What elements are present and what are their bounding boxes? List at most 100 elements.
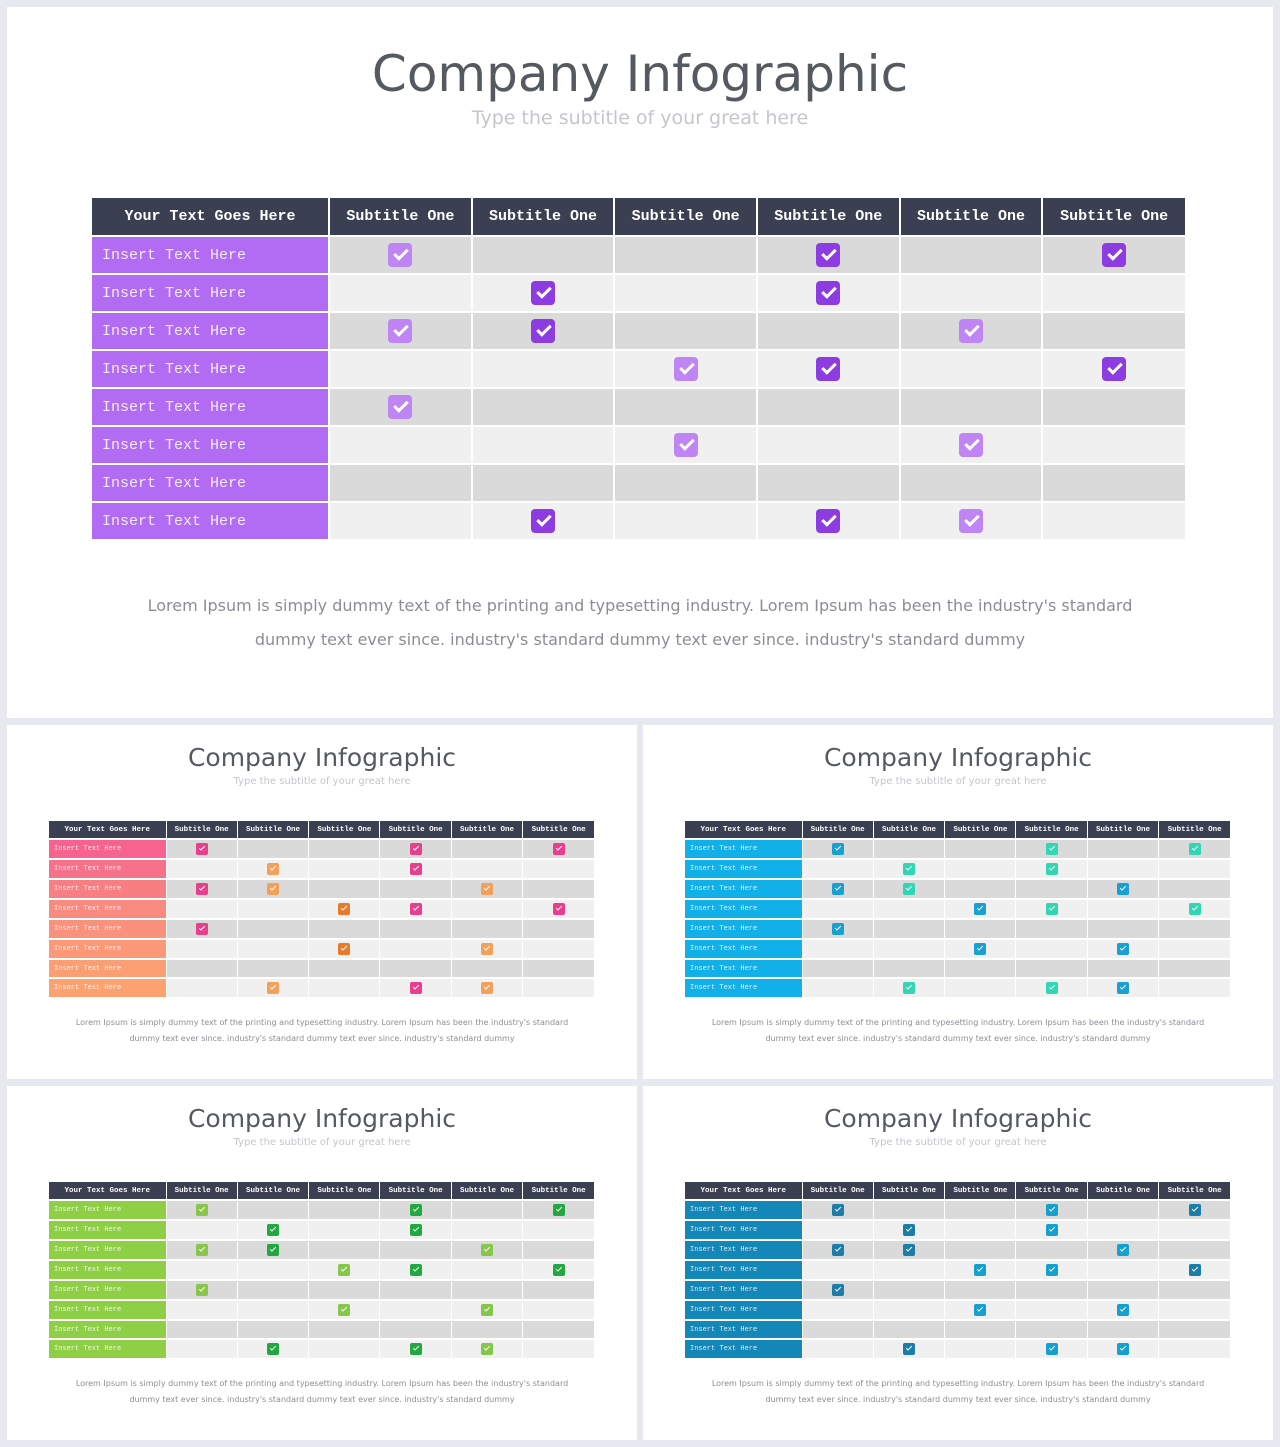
checkbox-checked-icon[interactable]: [195, 1283, 208, 1296]
checkbox-checked-icon[interactable]: [974, 1263, 987, 1276]
checkbox-checked-icon[interactable]: [1045, 981, 1058, 994]
checkbox-checked-icon[interactable]: [831, 1203, 844, 1216]
checkbox-checked-icon[interactable]: [195, 1203, 208, 1216]
checkbox-checked-icon[interactable]: [831, 842, 844, 855]
checkbox-checked-icon[interactable]: [1102, 357, 1127, 381]
checkbox-checked-icon[interactable]: [1116, 942, 1129, 955]
checkbox-checked-icon[interactable]: [388, 243, 413, 267]
table-cell: [873, 977, 946, 997]
checkbox-checked-icon[interactable]: [195, 842, 208, 855]
checkbox-checked-icon[interactable]: [480, 1303, 493, 1316]
checkbox-checked-icon[interactable]: [1188, 902, 1201, 915]
checkbox-checked-icon[interactable]: [831, 922, 844, 935]
checkbox-checked-icon[interactable]: [530, 509, 555, 533]
checkbox-checked-icon[interactable]: [1045, 1263, 1058, 1276]
checkbox-checked-icon[interactable]: [552, 1263, 565, 1276]
checkbox-checked-icon[interactable]: [831, 1243, 844, 1256]
checkbox-checked-icon[interactable]: [1116, 1243, 1129, 1256]
checkbox-checked-icon[interactable]: [409, 862, 422, 875]
row-label: Insert Text Here: [49, 858, 167, 879]
checkbox-checked-icon[interactable]: [1188, 1203, 1201, 1216]
checkbox-checked-icon[interactable]: [958, 433, 983, 457]
checkbox-checked-icon[interactable]: [266, 882, 279, 895]
checkbox-checked-icon[interactable]: [1102, 243, 1127, 267]
checkbox-checked-icon[interactable]: [266, 1243, 279, 1256]
checkbox-checked-icon[interactable]: [552, 842, 565, 855]
checkbox-checked-icon[interactable]: [338, 1263, 351, 1276]
checkbox-checked-icon[interactable]: [831, 882, 844, 895]
checkbox-checked-icon[interactable]: [409, 981, 422, 994]
checkbox-checked-icon[interactable]: [409, 1263, 422, 1276]
checkbox-checked-icon[interactable]: [1116, 882, 1129, 895]
checkbox-checked-icon[interactable]: [1045, 842, 1058, 855]
table-cell: [1042, 235, 1185, 274]
checkbox-checked-icon[interactable]: [195, 1243, 208, 1256]
checkbox-checked-icon[interactable]: [388, 395, 413, 419]
checkbox-checked-icon[interactable]: [1188, 842, 1201, 855]
checkbox-checked-icon[interactable]: [902, 1223, 915, 1236]
checkbox-checked-icon[interactable]: [1045, 1203, 1058, 1216]
checkbox-checked-icon[interactable]: [1045, 1342, 1058, 1355]
checkbox-checked-icon[interactable]: [480, 1342, 493, 1355]
checkbox-checked-icon[interactable]: [902, 862, 915, 875]
checkbox-checked-icon[interactable]: [1188, 1263, 1201, 1276]
checkbox-checked-icon[interactable]: [816, 281, 841, 305]
checkbox-checked-icon[interactable]: [673, 433, 698, 457]
checkbox-checked-icon[interactable]: [480, 882, 493, 895]
checkbox-checked-icon[interactable]: [266, 862, 279, 875]
row-label: Insert Text Here: [685, 1259, 803, 1280]
slide-main[interactable]: Company Infographic Type the subtitle of …: [7, 7, 1273, 718]
checkbox-checked-icon[interactable]: [1116, 1342, 1129, 1355]
row-label: Insert Text Here: [685, 1239, 803, 1260]
checkbox-checked-icon[interactable]: [673, 357, 698, 381]
checkbox-checked-icon[interactable]: [530, 281, 555, 305]
checkbox-checked-icon[interactable]: [409, 1342, 422, 1355]
checkbox-checked-icon[interactable]: [958, 509, 983, 533]
checkbox-checked-icon[interactable]: [1116, 1303, 1129, 1316]
slide-thumbnail-teal[interactable]: Company Infographic Type the subtitle of …: [643, 1086, 1273, 1440]
slide-thumbnail-cyan[interactable]: Company Infographic Type the subtitle of …: [643, 725, 1273, 1079]
checkbox-checked-icon[interactable]: [195, 882, 208, 895]
checkbox-checked-icon[interactable]: [338, 942, 351, 955]
checkbox-checked-icon[interactable]: [338, 902, 351, 915]
checkbox-checked-icon[interactable]: [902, 1243, 915, 1256]
checkbox-checked-icon[interactable]: [266, 981, 279, 994]
checkbox-checked-icon[interactable]: [974, 902, 987, 915]
checkbox-checked-icon[interactable]: [958, 319, 983, 343]
checkbox-checked-icon[interactable]: [480, 981, 493, 994]
checkbox-checked-icon[interactable]: [409, 1203, 422, 1216]
checkbox-checked-icon[interactable]: [816, 509, 841, 533]
checkbox-checked-icon[interactable]: [1116, 981, 1129, 994]
checkbox-checked-icon[interactable]: [552, 1203, 565, 1216]
checkbox-checked-icon[interactable]: [902, 882, 915, 895]
checkbox-checked-icon[interactable]: [409, 1223, 422, 1236]
checkbox-checked-icon[interactable]: [1045, 862, 1058, 875]
checkbox-checked-icon[interactable]: [388, 319, 413, 343]
slide-thumbnail-green[interactable]: Company Infographic Type the subtitle of …: [7, 1086, 637, 1440]
checkbox-checked-icon[interactable]: [1045, 902, 1058, 915]
checkbox-checked-icon[interactable]: [816, 357, 841, 381]
checkbox-checked-icon[interactable]: [480, 1243, 493, 1256]
checkbox-checked-icon[interactable]: [902, 1342, 915, 1355]
checkbox-checked-icon[interactable]: [974, 1303, 987, 1316]
checkbox-checked-icon[interactable]: [409, 842, 422, 855]
checkbox-checked-icon[interactable]: [816, 243, 841, 267]
checkbox-checked-icon[interactable]: [338, 1303, 351, 1316]
checkbox-checked-icon[interactable]: [552, 902, 565, 915]
table-cell: [802, 1279, 874, 1300]
table-cell: [873, 1259, 946, 1280]
slide-thumbnail-pink[interactable]: Company Infographic Type the subtitle of …: [7, 725, 637, 1079]
table-cell: [471, 349, 616, 388]
checkbox-checked-icon[interactable]: [831, 1283, 844, 1296]
checkbox-checked-icon[interactable]: [480, 942, 493, 955]
checkbox-checked-icon[interactable]: [902, 981, 915, 994]
checkbox-checked-icon[interactable]: [266, 1223, 279, 1236]
table-row: Insert Text Here: [92, 425, 1185, 464]
checkbox-checked-icon[interactable]: [530, 319, 555, 343]
checkbox-checked-icon[interactable]: [195, 922, 208, 935]
checkbox-checked-icon[interactable]: [409, 902, 422, 915]
checkbox-checked-icon[interactable]: [266, 1342, 279, 1355]
table-cell: [1158, 918, 1230, 939]
checkbox-checked-icon[interactable]: [1045, 1223, 1058, 1236]
checkbox-checked-icon[interactable]: [974, 942, 987, 955]
